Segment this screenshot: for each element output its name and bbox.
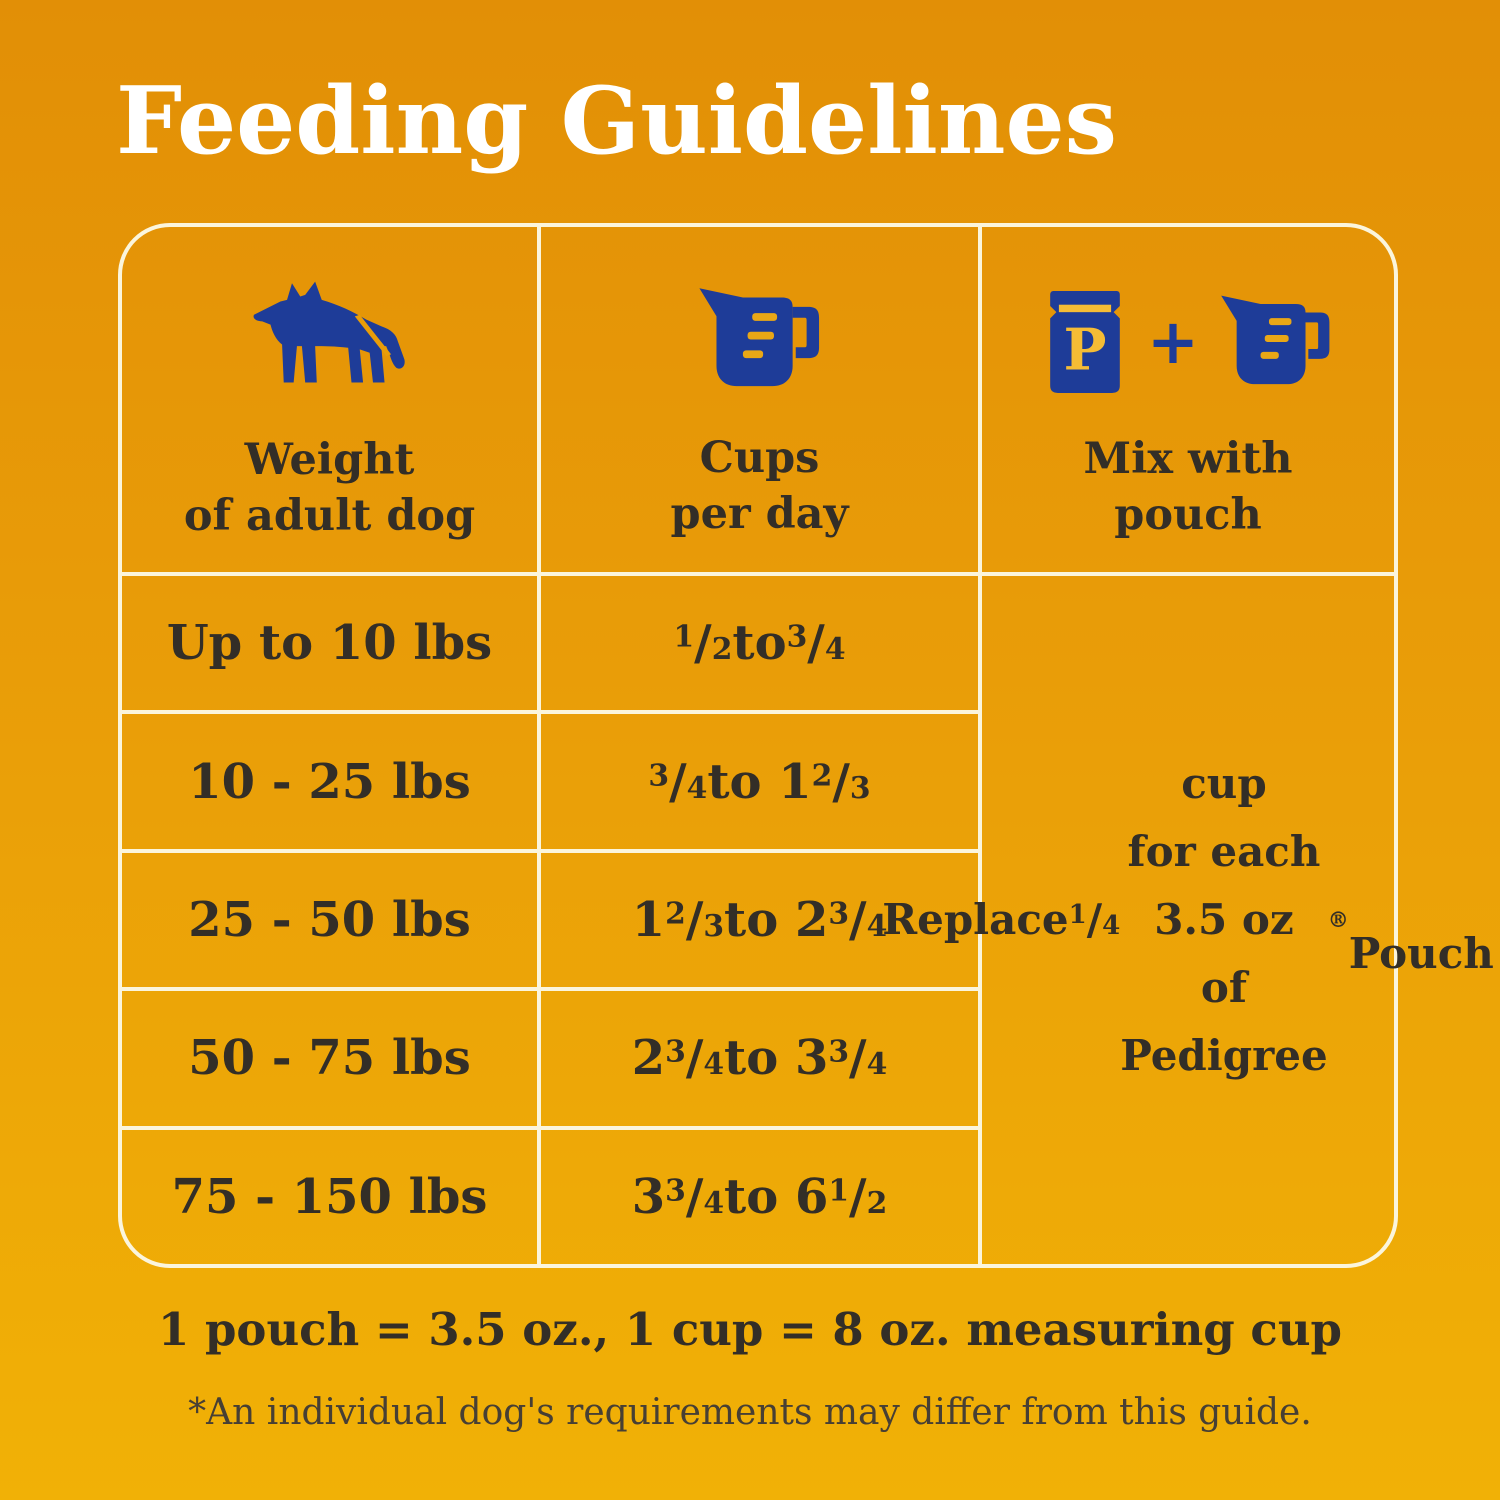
- weight-cell: 75 - 150 lbs: [122, 1125, 537, 1264]
- mix-note-cell: Replace 1/4 cup for each 3.5 oz of Pedigre…: [882, 572, 1494, 1264]
- weight-cell: Up to 10 lbs: [122, 572, 537, 710]
- plus-icon: +: [1147, 304, 1199, 378]
- weight-cell: 10 - 25 lbs: [122, 710, 537, 848]
- header-mix: P + Mix with pouch: [978, 227, 1394, 572]
- measuring-cup-icon: [693, 282, 827, 401]
- header-weight: Weight of adult dog: [122, 227, 537, 572]
- cups-cell: 1 2/3 to 2 3/4: [537, 848, 978, 988]
- dog-icon: [244, 280, 416, 403]
- cups-cell: 3 3/4 to 6 1/2: [537, 1125, 978, 1264]
- pouch-plus-cup-icon: P +: [1039, 282, 1337, 402]
- header-weight-label: Weight of adult dog: [183, 435, 476, 541]
- cups-cell: 1/2 to 3/4: [537, 572, 978, 711]
- feeding-table: Weight of adult dog Cups per day P +: [118, 223, 1494, 1268]
- header-cups: Cups per day: [537, 227, 978, 572]
- cups-cell: 3/4 to 1 2/3: [537, 710, 978, 849]
- equivalence-note: 1 pouch = 3.5 oz., 1 cup = 8 oz. measuri…: [157, 1303, 1343, 1356]
- header-mix-label: Mix with pouch: [1083, 433, 1293, 540]
- weight-cell: 50 - 75 lbs: [122, 987, 537, 1125]
- svg-text:P: P: [1064, 316, 1107, 383]
- pouch-icon: P: [1050, 290, 1120, 393]
- header-cups-label: Cups per day: [670, 433, 849, 539]
- cups-cell: 2 3/4 to 3 3/4: [537, 987, 978, 1126]
- measuring-cup-icon: [1221, 295, 1330, 384]
- page-title: Feeding Guidelines: [116, 66, 1118, 175]
- disclaimer-note: *An individual dog's requirements may di…: [188, 1392, 1312, 1433]
- weight-cell: 25 - 50 lbs: [122, 848, 537, 987]
